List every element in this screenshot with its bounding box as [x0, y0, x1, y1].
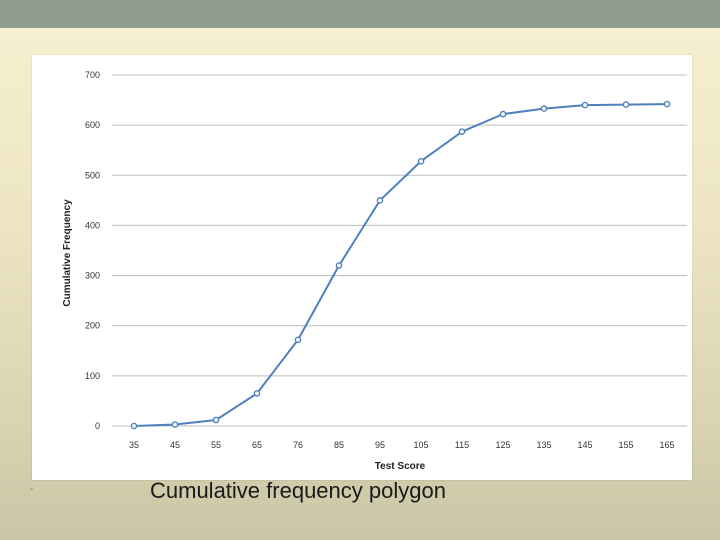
x-tick-label: 76	[293, 440, 303, 450]
x-tick-label: 65	[252, 440, 262, 450]
y-tick-label: 400	[85, 220, 100, 230]
x-tick-label: 125	[495, 440, 510, 450]
x-tick-label: 85	[334, 440, 344, 450]
data-point	[294, 336, 302, 344]
grid-layer	[112, 74, 687, 427]
y-axis-label: Cumulative Frequency	[62, 199, 73, 307]
y-tick-label: 300	[85, 271, 100, 281]
x-tick-label: 145	[577, 440, 592, 450]
data-point	[622, 101, 630, 108]
y-tick-label: 200	[85, 321, 100, 331]
x-tick-label: 35	[129, 440, 139, 450]
data-point	[130, 422, 138, 430]
x-tick-labels: 35 45 55 65 76 85 95 105 115 125 135 145 155 165	[129, 440, 675, 450]
data-point	[171, 421, 179, 428]
slide-top-band	[0, 0, 720, 28]
data-point	[458, 128, 466, 135]
data-point	[417, 157, 425, 165]
x-tick-label: 55	[211, 440, 221, 450]
data-point	[540, 105, 548, 112]
x-tick-label: 115	[455, 440, 469, 450]
data-point	[253, 390, 261, 397]
data-point	[376, 197, 384, 204]
x-tick-label: 105	[413, 440, 428, 450]
x-tick-label: 95	[375, 440, 385, 450]
series-layer	[130, 100, 671, 430]
chart-frame: 0 100 200 300 400 500 600 700 35 45 55 65 76 85 95 105…	[32, 55, 692, 480]
caption-bullet: •	[30, 484, 34, 494]
y-tick-label: 500	[85, 170, 100, 180]
x-tick-label: 135	[536, 440, 551, 450]
data-point	[581, 101, 589, 109]
cumulative-frequency-chart: 0 100 200 300 400 500 600 700 35 45 55 65 76 85 95 105…	[62, 70, 687, 472]
data-point	[335, 262, 343, 269]
series-line	[133, 103, 668, 427]
data-point	[212, 416, 220, 424]
slide-caption: Cumulative frequency polygon	[150, 478, 446, 503]
x-tick-label: 155	[618, 440, 633, 450]
y-tick-label: 700	[85, 70, 100, 80]
x-axis-label: Test Score	[375, 461, 426, 472]
y-tick-label: 0	[95, 421, 100, 431]
data-point	[663, 100, 671, 108]
y-tick-labels: 0 100 200 300 400 500 600 700	[85, 70, 100, 431]
x-tick-label: 165	[659, 440, 674, 450]
data-point	[499, 110, 507, 118]
x-tick-label: 45	[170, 440, 180, 450]
y-tick-label: 600	[85, 120, 100, 130]
y-tick-label: 100	[85, 371, 100, 381]
